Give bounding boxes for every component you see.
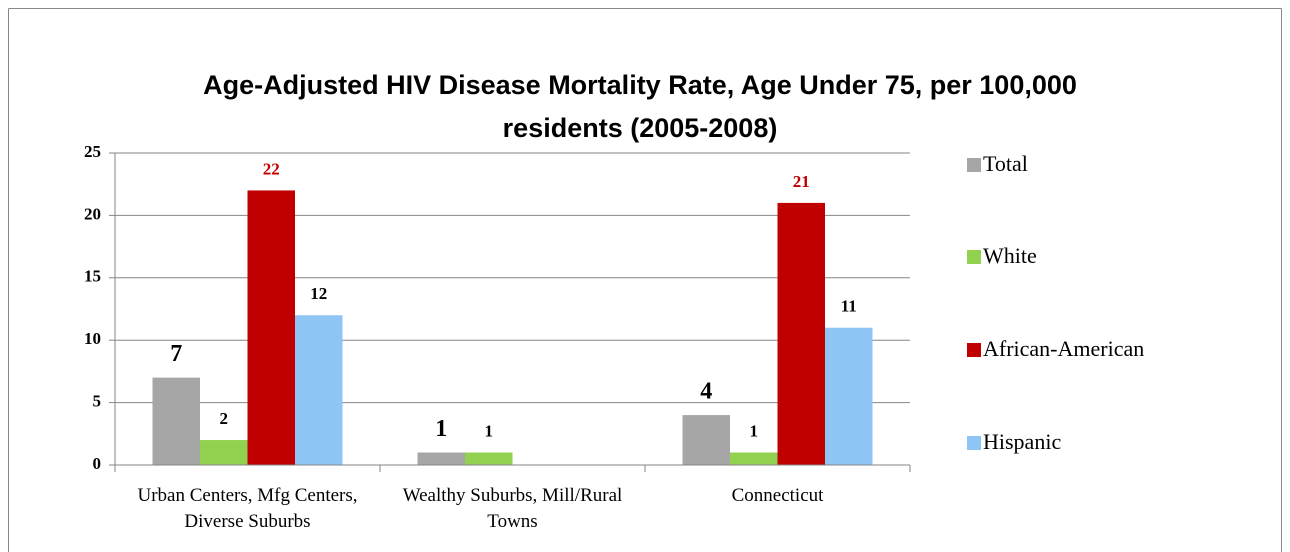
y-tick-label: 5 bbox=[93, 392, 102, 411]
x-tick-label: Connecticut bbox=[731, 485, 824, 506]
x-tick-label: Urban Centers, Mfg Centers, Diverse Subu… bbox=[137, 485, 358, 532]
x-tick-label: Wealthy Suburbs, Mill/Rural Towns bbox=[402, 485, 623, 532]
legend-label: Hispanic bbox=[983, 429, 1061, 454]
y-tick-label: 10 bbox=[84, 329, 101, 348]
value-label: 2 bbox=[220, 409, 229, 428]
bar bbox=[777, 202, 825, 466]
legend-label: White bbox=[983, 243, 1037, 268]
legend-swatch bbox=[967, 250, 981, 264]
legend-label: African-American bbox=[983, 336, 1144, 361]
bar bbox=[200, 440, 248, 465]
legend-swatch bbox=[967, 343, 981, 357]
value-label: 11 bbox=[841, 297, 857, 316]
chart-title: Age-Adjusted HIV Disease Mortality Rate,… bbox=[203, 70, 1077, 143]
value-label: 4 bbox=[700, 379, 712, 405]
legend-swatch bbox=[967, 436, 981, 450]
value-label: 22 bbox=[263, 159, 280, 178]
bar bbox=[825, 327, 873, 465]
bar bbox=[295, 315, 343, 465]
value-label: 1 bbox=[750, 421, 759, 440]
y-tick-label: 15 bbox=[84, 267, 101, 286]
y-tick-label: 20 bbox=[84, 204, 101, 223]
value-label: 7 bbox=[170, 341, 182, 367]
value-label: 21 bbox=[793, 172, 810, 191]
legend-swatch bbox=[967, 158, 981, 172]
y-tick-label: 0 bbox=[93, 454, 102, 473]
value-label: 12 bbox=[310, 284, 327, 303]
bar bbox=[730, 452, 778, 465]
bar bbox=[417, 452, 465, 465]
value-label: 1 bbox=[485, 421, 494, 440]
y-tick-label: 25 bbox=[84, 142, 101, 161]
bar bbox=[465, 452, 513, 465]
value-label: 1 bbox=[435, 416, 447, 442]
bar bbox=[682, 415, 730, 465]
bar bbox=[152, 377, 200, 465]
bar bbox=[247, 190, 295, 465]
legend-label: Total bbox=[983, 151, 1028, 176]
